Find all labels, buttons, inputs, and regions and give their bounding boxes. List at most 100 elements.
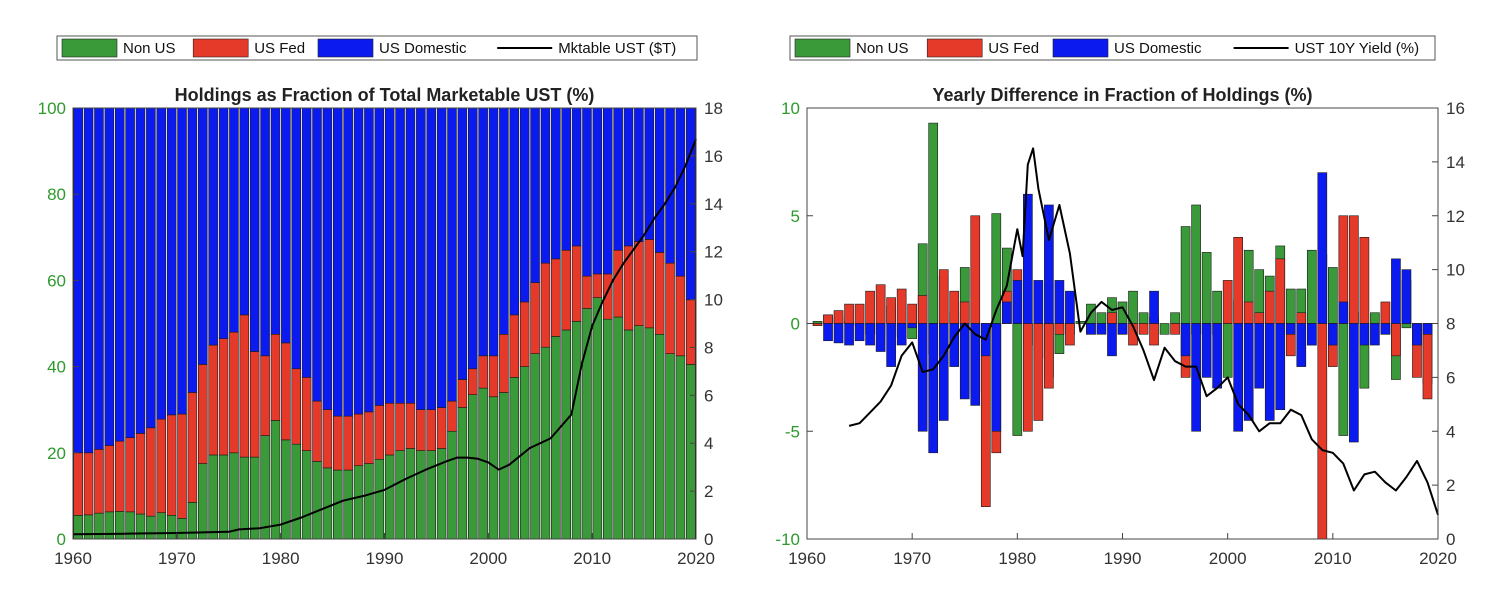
bar-us-fed-1974: [949, 290, 960, 324]
bar-us-domestic-1982: [301, 107, 312, 378]
y-right-tick-label: 2: [704, 482, 713, 501]
legend-label: UST 10Y Yield (%): [1295, 40, 1420, 57]
bar-us-fed-1982: [1033, 323, 1044, 421]
bar-us-fed-2018: [675, 275, 686, 357]
bar-us-fed-2010: [592, 273, 603, 298]
y-left-tick-label: 40: [47, 358, 66, 377]
bar-non-us-1986: [343, 469, 353, 540]
bar-non-us-1993: [416, 450, 426, 540]
bar-us-fed-1965: [125, 437, 135, 513]
bar-us-domestic-1971: [917, 323, 928, 432]
bar-us-domestic-2013: [623, 107, 634, 247]
bar-us-domestic-1988: [364, 107, 374, 413]
x-tick-label: 2010: [573, 549, 611, 568]
bar-non-us-1963: [104, 511, 115, 540]
bar-us-domestic-1974: [949, 323, 960, 367]
bar-us-domestic-1995: [436, 107, 447, 408]
bar-us-fed-2017: [665, 262, 675, 354]
bar-us-fed-1969: [166, 414, 177, 516]
bar-non-us-1987: [353, 465, 364, 540]
bar-us-fed-1984: [322, 409, 333, 469]
x-tick-label: 1970: [158, 549, 196, 568]
bar-non-us-1997: [1191, 204, 1201, 324]
bar-non-us-2011: [602, 318, 613, 540]
bar-us-domestic-1987: [353, 107, 364, 415]
bar-us-domestic-2017: [1401, 269, 1412, 324]
bar-us-fed-1971: [917, 295, 928, 324]
bar-non-us-1979: [270, 420, 281, 540]
y-right-tick-label: 4: [1446, 422, 1455, 441]
bar-us-domestic-1991: [395, 107, 405, 404]
bar-non-us-1988: [1096, 312, 1107, 324]
bar-us-domestic-2003: [1254, 323, 1265, 389]
legend-label: Non US: [856, 40, 909, 57]
bar-us-fed-1966: [135, 433, 146, 515]
legend-swatch-us-domestic: [1052, 38, 1109, 58]
bar-us-domestic-2000: [488, 107, 499, 357]
bar-us-domestic-1981: [1023, 193, 1033, 324]
legend-label: Non US: [123, 40, 176, 57]
bar-us-fed-1977: [249, 351, 260, 458]
bar-us-domestic-1972: [928, 323, 939, 454]
bar-us-fed-2005: [1275, 258, 1286, 324]
x-tick-label: 1960: [54, 549, 92, 568]
bar-non-us-1969: [166, 514, 177, 540]
bar-us-fed-1966: [865, 290, 875, 324]
line-ust-10y-yield: [848, 147, 1439, 516]
bar-us-domestic-2018: [675, 107, 686, 277]
bar-us-fed-2016: [1391, 323, 1401, 357]
bar-us-domestic-1986: [343, 107, 353, 417]
bar-us-fed-1983: [1044, 323, 1054, 389]
bar-us-fed-2012: [613, 249, 623, 318]
bar-us-domestic-1985: [333, 107, 343, 417]
bar-non-us-1961: [83, 514, 94, 540]
bar-non-us-1992: [1138, 312, 1149, 324]
bar-us-domestic-2008: [1306, 323, 1317, 346]
bar-non-us-1975: [229, 452, 239, 540]
bar-non-us-1983: [312, 461, 322, 540]
bar-us-domestic-1978: [260, 107, 270, 357]
bar-us-domestic-2010: [592, 107, 603, 275]
bar-us-domestic-1976: [970, 323, 981, 406]
bar-non-us-1995: [1170, 312, 1180, 324]
bar-us-fed-1970: [907, 303, 917, 324]
bar-us-fed-2000: [488, 355, 499, 398]
bar-us-fed-1996: [447, 400, 457, 432]
bar-us-domestic-1983: [1044, 204, 1054, 324]
bar-us-domestic-1963: [104, 107, 115, 446]
y-right-tick-label: 16: [1446, 99, 1465, 118]
line-mktable-ust-t: [72, 138, 697, 536]
bar-us-domestic-1999: [1212, 323, 1222, 389]
bar-us-domestic-1979: [270, 107, 281, 335]
bar-non-us-1994: [426, 450, 436, 540]
bar-us-fed-2006: [551, 258, 561, 337]
bar-us-domestic-1984: [1054, 280, 1065, 324]
bar-non-us-1970: [177, 518, 187, 540]
bar-us-fed-2015: [644, 239, 655, 329]
y-right-tick-label: 10: [704, 291, 723, 310]
bar-us-domestic-1971: [187, 107, 198, 393]
bar-us-domestic-1998: [1201, 323, 1212, 378]
bar-us-domestic-2009: [1317, 172, 1328, 324]
bar-us-domestic-1963: [833, 323, 844, 344]
bar-us-fed-2008: [571, 245, 582, 322]
bar-non-us-1961: [812, 321, 823, 324]
bar-us-domestic-1969: [896, 323, 907, 346]
legend-label: Mktable UST ($T): [558, 40, 676, 57]
bar-non-us-1998: [1201, 252, 1212, 324]
bar-us-domestic-1981: [291, 107, 302, 370]
bar-us-domestic-1998: [467, 107, 478, 370]
legend-swatch-non-us: [794, 38, 851, 58]
bar-us-fed-1983: [312, 400, 322, 462]
bar-us-domestic-1980: [1012, 280, 1023, 324]
bar-us-fed-1979: [270, 333, 281, 421]
bar-us-fed-1968: [156, 418, 167, 514]
bar-non-us-1989: [374, 458, 385, 540]
bar-us-domestic-1983: [312, 107, 322, 402]
bar-us-fed-1978: [260, 355, 270, 436]
legend-label: US Domestic: [379, 40, 467, 57]
bar-us-fed-2003: [1254, 312, 1265, 324]
y-left-tick-label: 0: [791, 315, 800, 334]
bar-us-fed-1963: [833, 310, 844, 324]
